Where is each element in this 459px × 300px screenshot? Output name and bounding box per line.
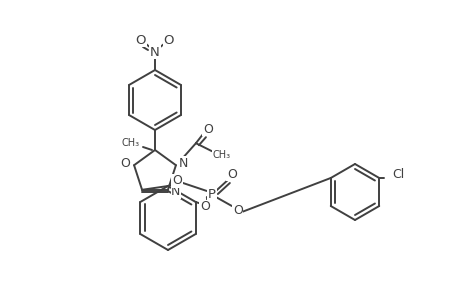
Text: O: O: [172, 175, 182, 188]
Text: O: O: [199, 200, 209, 214]
Text: O: O: [232, 205, 242, 218]
Text: O: O: [135, 34, 146, 46]
Text: N: N: [171, 185, 180, 198]
Text: CH₃: CH₃: [213, 150, 230, 160]
Text: CH₃: CH₃: [122, 138, 140, 148]
Text: O: O: [120, 157, 130, 170]
Text: N: N: [179, 157, 188, 170]
Text: O: O: [226, 167, 236, 181]
Text: O: O: [202, 123, 213, 136]
Text: O: O: [163, 34, 174, 46]
Text: P: P: [207, 188, 215, 200]
Text: N: N: [150, 46, 160, 59]
Text: Cl: Cl: [391, 169, 403, 182]
